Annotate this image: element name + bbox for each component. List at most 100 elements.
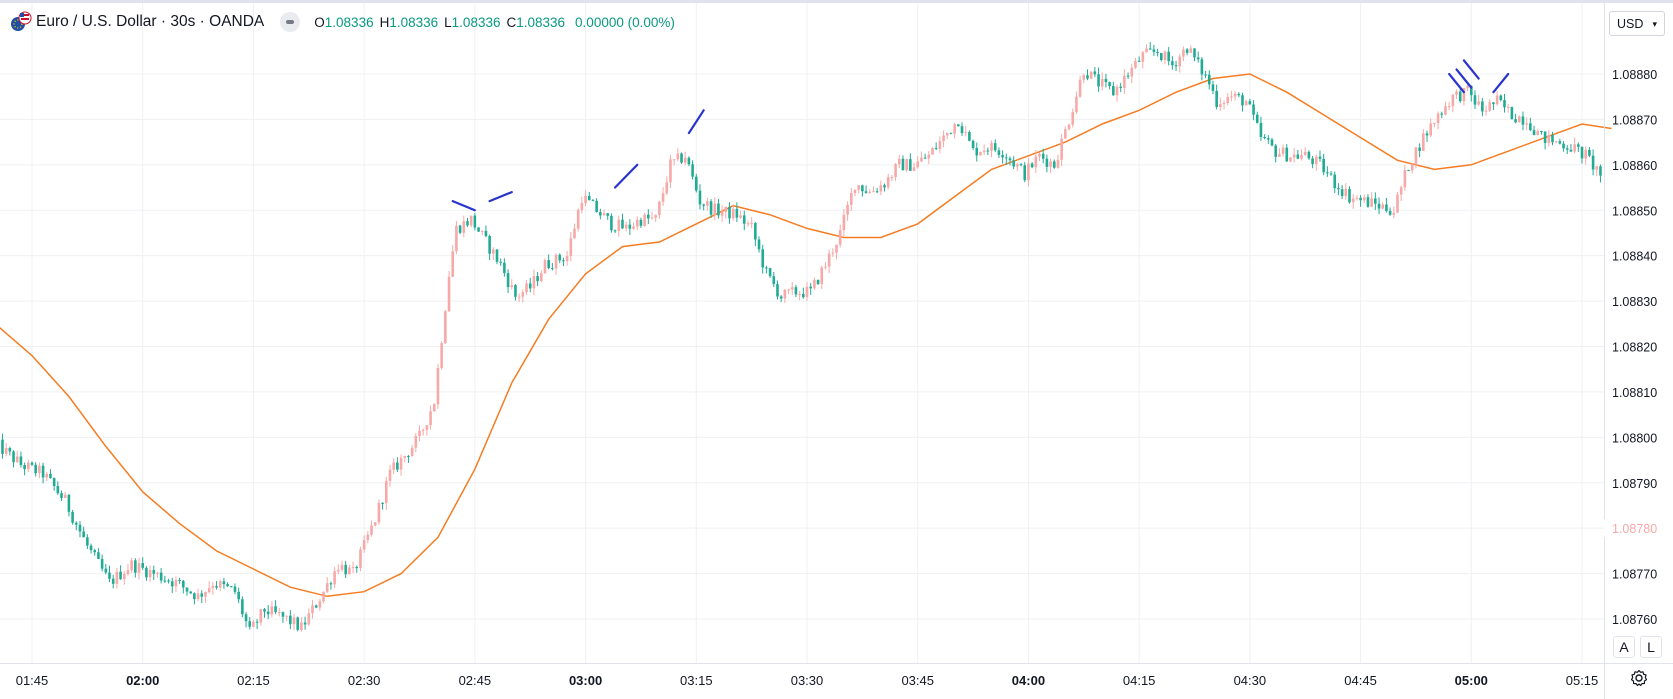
candle-body xyxy=(632,226,635,229)
candle-body xyxy=(1595,166,1599,170)
candle-body xyxy=(816,279,820,285)
candle-body xyxy=(587,195,591,201)
candle-body xyxy=(222,581,226,585)
candle-body xyxy=(274,606,277,613)
candle-body xyxy=(1300,155,1303,159)
candle-body xyxy=(226,584,229,587)
candle-body xyxy=(1385,204,1388,212)
candle-body xyxy=(595,200,598,212)
candle-body xyxy=(392,462,395,470)
candle-body xyxy=(1495,95,1499,105)
candle-body xyxy=(1052,161,1056,168)
candle-body xyxy=(1255,114,1259,123)
candle-body xyxy=(934,148,938,150)
candle-body xyxy=(1027,163,1030,181)
candle-body xyxy=(569,238,573,256)
candle-body xyxy=(492,249,495,254)
candle-body xyxy=(229,586,233,588)
candle-body xyxy=(241,599,244,615)
log-scale-button[interactable]: L xyxy=(1640,636,1662,658)
x-tick-label: 04:15 xyxy=(1123,673,1156,688)
candle-body xyxy=(325,583,329,592)
candle-body xyxy=(60,493,63,498)
candle-body xyxy=(1488,102,1492,111)
x-tick-label: 04:00 xyxy=(1012,673,1045,688)
candle-body xyxy=(1440,113,1444,115)
trend-line-drawing xyxy=(1455,68,1473,89)
auto-scale-button[interactable]: A xyxy=(1613,636,1635,658)
trend-line-drawing xyxy=(1462,59,1480,80)
gear-icon[interactable] xyxy=(1630,669,1648,687)
x-tick-label: 02:45 xyxy=(459,673,492,688)
candle-body xyxy=(650,217,654,219)
candle-body xyxy=(436,367,440,405)
symbol-title[interactable]: Euro / U.S. Dollar · 30s · OANDA xyxy=(36,13,265,30)
candle-body xyxy=(565,255,569,262)
candle-body xyxy=(1222,103,1226,105)
candle-body xyxy=(119,571,122,580)
candle-body xyxy=(248,621,252,627)
candle-body xyxy=(1159,53,1163,60)
candle-body xyxy=(942,135,945,142)
candle-body xyxy=(665,182,669,194)
candle-body xyxy=(469,215,473,226)
drawings-layer xyxy=(451,59,1510,212)
candle-body xyxy=(680,153,683,163)
candle-body xyxy=(861,185,864,192)
candle-body xyxy=(790,287,794,290)
candle-body xyxy=(1314,156,1318,165)
candle-body xyxy=(432,404,436,412)
candle-body xyxy=(27,462,30,470)
candle-body xyxy=(1359,197,1362,201)
candle-body xyxy=(1529,123,1532,131)
candle-body xyxy=(333,571,336,585)
symbol-legend: Euro / U.S. Dollar · 30s · OANDA O1.0833… xyxy=(10,11,675,33)
candle-body xyxy=(270,606,274,615)
candle-body xyxy=(63,494,67,498)
candle-body xyxy=(1484,110,1488,112)
candle-body xyxy=(853,189,857,193)
currency-select[interactable]: USD ▾ xyxy=(1609,11,1665,36)
candle-body xyxy=(174,579,178,587)
candle-body xyxy=(1399,187,1403,195)
candle-body xyxy=(1126,75,1130,77)
hide-legend-button[interactable] xyxy=(280,12,301,32)
candle-body xyxy=(1462,88,1466,102)
candle-body xyxy=(425,425,429,430)
candle-body xyxy=(1041,153,1045,159)
candle-body xyxy=(1362,197,1366,201)
candle-body xyxy=(34,464,37,474)
candle-body xyxy=(303,622,307,625)
candle-body xyxy=(237,591,240,600)
x-tick-label: 02:30 xyxy=(348,673,381,688)
candle-body xyxy=(621,219,624,229)
candle-body xyxy=(754,223,757,240)
candle-body xyxy=(252,621,255,627)
candle-body xyxy=(1580,146,1584,159)
candle-body xyxy=(1141,52,1145,62)
candle-body xyxy=(255,621,259,623)
candle-body xyxy=(949,132,953,134)
candle-body xyxy=(1078,79,1082,97)
candle-body xyxy=(1097,74,1100,87)
candle-body xyxy=(377,502,381,523)
candle-body xyxy=(528,283,532,289)
candle-body xyxy=(1477,101,1480,105)
candle-body xyxy=(1211,84,1215,91)
candle-body xyxy=(503,262,506,274)
candle-body xyxy=(1219,104,1222,108)
candle-body xyxy=(1278,153,1281,157)
candle-body xyxy=(1207,74,1211,85)
candle-body xyxy=(1322,158,1325,173)
candle-body xyxy=(130,560,133,571)
candle-body xyxy=(1525,123,1528,125)
candle-body xyxy=(348,567,351,575)
candle-body xyxy=(1418,147,1421,151)
candle-body xyxy=(694,176,698,191)
candle-body xyxy=(986,150,990,152)
candle-body xyxy=(1241,95,1244,106)
candle-body xyxy=(211,586,215,589)
x-tick-label: 05:00 xyxy=(1455,673,1488,688)
candle-body xyxy=(990,143,993,151)
